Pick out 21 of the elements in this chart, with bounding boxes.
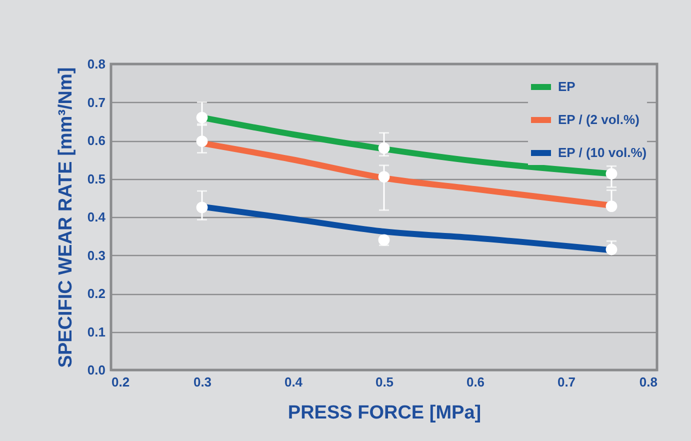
- y-tick-label: 0.0: [87, 362, 106, 378]
- legend-label: EP / (2 vol.%): [558, 112, 640, 127]
- y-tick-label: 0.1: [87, 324, 106, 340]
- y-tick-label: 0.6: [87, 133, 106, 148]
- x-tick-label: 0.3: [193, 374, 212, 390]
- y-tick-label: 0.8: [87, 56, 106, 72]
- x-axis-title: PRESS FORCE [MPa]: [288, 402, 482, 424]
- x-tick-label: 0.2: [112, 374, 130, 390]
- y-tick-label: 0.3: [87, 248, 106, 263]
- y-tick-label: 0.2: [87, 286, 106, 301]
- x-tick-label: 0.6: [466, 374, 485, 390]
- legend-label: EP: [558, 79, 576, 94]
- x-tick-label: 0.5: [375, 374, 394, 390]
- y-tick-label: 0.5: [87, 171, 106, 186]
- y-axis-title: SPECIFIC WEAR RATE [mm³/Nm]: [55, 67, 76, 368]
- x-tick-label: 0.7: [557, 374, 576, 390]
- x-tick-label: 0.4: [284, 374, 304, 390]
- y-tick-label: 0.4: [87, 210, 106, 224]
- y-tick-label: 0.7: [87, 94, 106, 110]
- x-tick-label: 0.8: [639, 374, 658, 390]
- legend-label: EP / (10 vol.%): [558, 145, 647, 160]
